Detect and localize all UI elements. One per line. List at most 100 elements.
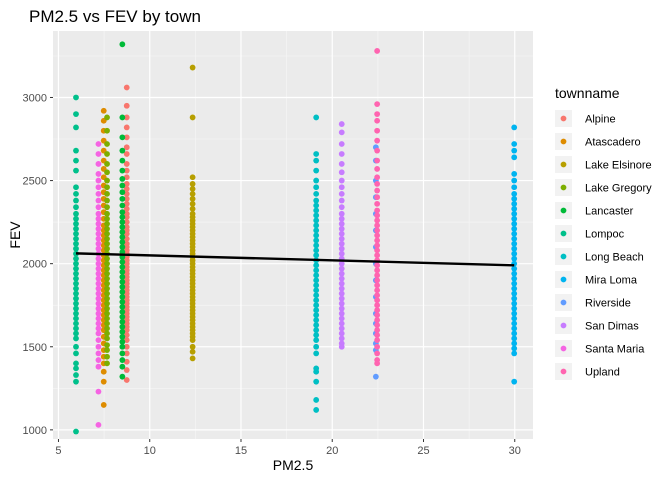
data-point bbox=[104, 360, 110, 367]
data-point bbox=[95, 255, 102, 262]
x-tick-label: 30 bbox=[509, 445, 521, 457]
data-point bbox=[313, 343, 320, 350]
data-point bbox=[189, 205, 196, 212]
data-point bbox=[338, 343, 345, 350]
data-point bbox=[313, 317, 320, 324]
data-point bbox=[511, 200, 518, 207]
data-point bbox=[511, 230, 518, 237]
data-point bbox=[119, 343, 126, 350]
data-point bbox=[374, 200, 381, 207]
data-point bbox=[374, 127, 381, 134]
data-point bbox=[189, 200, 196, 207]
data-point bbox=[123, 219, 130, 226]
legend-swatch bbox=[560, 115, 567, 122]
data-point bbox=[511, 154, 518, 161]
data-point bbox=[104, 197, 110, 204]
data-point bbox=[189, 195, 196, 202]
data-point bbox=[95, 363, 102, 370]
legend-label: Long Beach bbox=[585, 252, 644, 264]
data-point bbox=[104, 127, 110, 134]
legend-label: Alpine bbox=[585, 114, 616, 126]
data-point bbox=[511, 295, 518, 302]
data-point bbox=[100, 402, 107, 408]
data-point bbox=[119, 239, 126, 245]
data-point bbox=[119, 357, 126, 363]
data-point bbox=[95, 245, 102, 252]
data-point bbox=[104, 177, 110, 184]
data-point bbox=[73, 265, 79, 272]
data-point bbox=[104, 114, 110, 121]
data-point bbox=[123, 214, 130, 221]
data-point bbox=[338, 245, 345, 252]
y-tick-label: 1000 bbox=[23, 425, 47, 437]
data-point bbox=[338, 161, 345, 167]
legend-label: Santa Maria bbox=[585, 344, 645, 356]
data-point bbox=[119, 234, 126, 240]
data-point bbox=[189, 348, 196, 355]
data-point bbox=[95, 265, 102, 272]
data-point bbox=[95, 337, 102, 344]
data-point bbox=[511, 184, 518, 191]
data-point bbox=[338, 300, 345, 307]
data-point bbox=[374, 317, 381, 324]
data-point bbox=[189, 114, 196, 121]
data-point bbox=[511, 190, 518, 197]
legend-title: townname bbox=[555, 85, 620, 101]
data-point bbox=[313, 277, 320, 284]
data-point bbox=[511, 195, 518, 202]
data-point bbox=[119, 202, 126, 209]
data-point bbox=[95, 204, 102, 211]
data-point bbox=[313, 267, 320, 274]
x-tick-label: 15 bbox=[235, 445, 247, 457]
data-point bbox=[313, 350, 320, 357]
data-point bbox=[119, 157, 126, 164]
data-point bbox=[73, 147, 79, 154]
data-point bbox=[374, 337, 381, 344]
data-point bbox=[338, 197, 345, 204]
data-point bbox=[511, 171, 518, 177]
data-point bbox=[73, 215, 79, 222]
data-point bbox=[95, 350, 102, 357]
data-point bbox=[119, 323, 126, 330]
legend-label: Riverside bbox=[585, 298, 631, 310]
data-point bbox=[123, 343, 130, 350]
data-point bbox=[95, 161, 102, 167]
data-point bbox=[511, 330, 518, 337]
data-point bbox=[313, 247, 320, 254]
data-point bbox=[104, 245, 110, 252]
data-point bbox=[95, 235, 102, 242]
data-point bbox=[73, 365, 79, 372]
data-point bbox=[95, 190, 102, 197]
data-point bbox=[313, 262, 320, 269]
data-point bbox=[73, 184, 79, 191]
data-point bbox=[313, 287, 320, 294]
data-point bbox=[511, 280, 518, 287]
data-point bbox=[104, 320, 110, 327]
y-tick-label: 3000 bbox=[23, 92, 47, 104]
data-point bbox=[313, 368, 320, 375]
data-point bbox=[313, 190, 320, 197]
data-point bbox=[73, 235, 79, 242]
data-point bbox=[73, 167, 79, 174]
data-point bbox=[95, 240, 102, 247]
data-point bbox=[95, 310, 102, 317]
data-point bbox=[73, 320, 79, 327]
data-point bbox=[104, 300, 110, 307]
data-point bbox=[73, 295, 79, 302]
data-point bbox=[119, 176, 126, 182]
data-point bbox=[119, 264, 126, 270]
data-point bbox=[104, 305, 110, 312]
data-point bbox=[73, 245, 79, 252]
data-point bbox=[104, 210, 110, 217]
data-point bbox=[73, 230, 79, 237]
data-point bbox=[104, 342, 110, 349]
data-point bbox=[313, 302, 320, 309]
y-tick-label: 2000 bbox=[23, 259, 47, 271]
data-point bbox=[95, 270, 102, 277]
data-point bbox=[338, 275, 345, 282]
data-point bbox=[374, 227, 381, 234]
data-point bbox=[189, 337, 196, 344]
data-point bbox=[374, 262, 381, 269]
data-point bbox=[123, 114, 130, 121]
data-point bbox=[119, 41, 126, 48]
